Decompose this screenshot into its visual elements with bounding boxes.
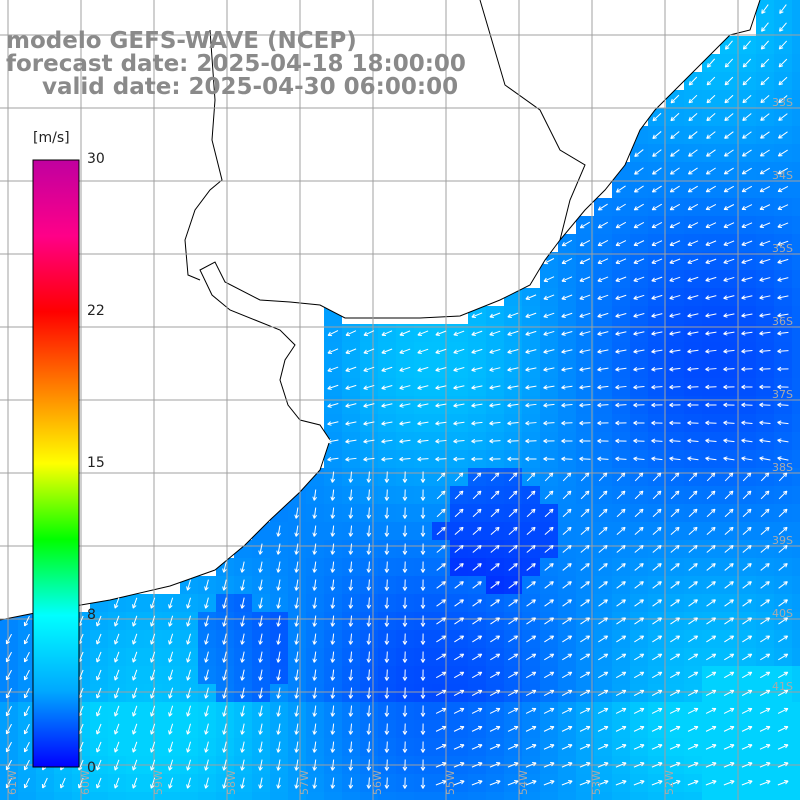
longitude-label: 58W [225, 770, 238, 795]
wind-speed-cell [36, 792, 54, 800]
latitude-label: 33S [772, 96, 793, 109]
wind-speed-cell [792, 198, 800, 216]
latitude-label: 34S [772, 169, 793, 182]
wind-speed-cell [540, 792, 558, 800]
wind-speed-cell [792, 36, 800, 54]
colorbar-tick-22: 22 [87, 303, 105, 319]
latitude-label: 38S [772, 461, 793, 474]
colorbar-tick-0: 0 [87, 760, 96, 776]
wind-speed-cell [756, 792, 774, 800]
wind-speed-cell [738, 792, 756, 800]
wind-speed-cell [792, 450, 800, 468]
longitude-label: 53W [590, 770, 603, 795]
latitude-label: 40S [772, 607, 793, 620]
wind-speed-cell [792, 126, 800, 144]
wind-speed-cell [54, 792, 72, 800]
wind-speed-cell [702, 792, 720, 800]
wind-speed-cell [108, 792, 126, 800]
wind-speed-cell [324, 792, 342, 800]
wind-speed-cell [774, 792, 792, 800]
wind-speed-cell [792, 0, 800, 18]
wind-speed-cell [792, 648, 800, 666]
longitude-label: 52W [663, 770, 676, 795]
wind-speed-cell [792, 558, 800, 576]
wind-speed-cell [792, 144, 800, 162]
latitude-label: 41S [772, 680, 793, 693]
wind-speed-cell [90, 792, 108, 800]
wind-speed-cell [792, 342, 800, 360]
valid-date: valid date: 2025-04-30 06:00:00 [42, 74, 458, 100]
latitude-label: 36S [772, 315, 793, 328]
colorbar-unit: [m/s] [33, 130, 70, 146]
wind-speed-cell [792, 396, 800, 414]
wind-speed-cell [792, 360, 800, 378]
wind-speed-cell [792, 774, 800, 792]
wind-speed-cell [792, 738, 800, 756]
colorbar [33, 160, 79, 767]
wind-speed-cell [792, 162, 800, 180]
wind-speed-cell [198, 792, 216, 800]
wind-speed-cell [792, 702, 800, 720]
colorbar-tick-30: 30 [87, 151, 105, 167]
wind-speed-cell [792, 414, 800, 432]
wind-speed-cell [252, 792, 270, 800]
longitude-label: 56W [371, 770, 384, 795]
wind-speed-cell [558, 792, 576, 800]
wind-speed-cell [792, 378, 800, 396]
wind-speed-cell [792, 72, 800, 90]
wind-speed-cell [792, 666, 800, 684]
wind-speed-cell [720, 792, 738, 800]
wind-speed-cell [792, 630, 800, 648]
wind-speed-cell [792, 252, 800, 270]
wind-speed-cell [792, 468, 800, 486]
wind-speed-cell [684, 792, 702, 800]
wind-speed-cell [468, 792, 486, 800]
longitude-label: 54W [517, 770, 530, 795]
longitude-label: 55W [444, 770, 457, 795]
latitude-label: 37S [772, 388, 793, 401]
wind-speed-cell [792, 486, 800, 504]
colorbar-tick-15: 15 [87, 455, 105, 471]
wind-speed-cell [792, 684, 800, 702]
wind-speed-cell [792, 288, 800, 306]
wind-speed-cell [396, 792, 414, 800]
wind-speed-cell [792, 270, 800, 288]
wind-speed-cell [792, 108, 800, 126]
wind-speed-cell [792, 540, 800, 558]
longitude-label: 61W [6, 770, 19, 795]
wind-speed-cell [792, 90, 800, 108]
wind-speed-cell [630, 792, 648, 800]
wind-speed-cell [270, 792, 288, 800]
latitude-label: 35S [772, 242, 793, 255]
wind-speed-cell [792, 720, 800, 738]
wind-speed-cell [792, 432, 800, 450]
latitude-label: 39S [772, 534, 793, 547]
wind-speed-cell [792, 216, 800, 234]
wind-speed-cell [18, 792, 36, 800]
wind-speed-cell [126, 792, 144, 800]
wind-speed-cell [792, 594, 800, 612]
longitude-label: 59W [152, 770, 165, 795]
wind-speed-cell [792, 576, 800, 594]
wind-speed-cell [792, 54, 800, 72]
wind-speed-cell [792, 792, 800, 800]
wind-speed-cell [414, 792, 432, 800]
wind-speed-cell [342, 792, 360, 800]
wind-speed-cell [792, 18, 800, 36]
wind-speed-cell [792, 234, 800, 252]
wind-speed-cell [792, 180, 800, 198]
wind-speed-cell [180, 792, 198, 800]
longitude-label: 57W [298, 770, 311, 795]
colorbar-tick-8: 8 [87, 607, 96, 623]
wind-speed-cell [792, 306, 800, 324]
wind-speed-cell [612, 792, 630, 800]
wind-speed-cell [792, 612, 800, 630]
wind-speed-cell [792, 522, 800, 540]
wind-speed-cell [792, 504, 800, 522]
wind-speed-cell [486, 792, 504, 800]
